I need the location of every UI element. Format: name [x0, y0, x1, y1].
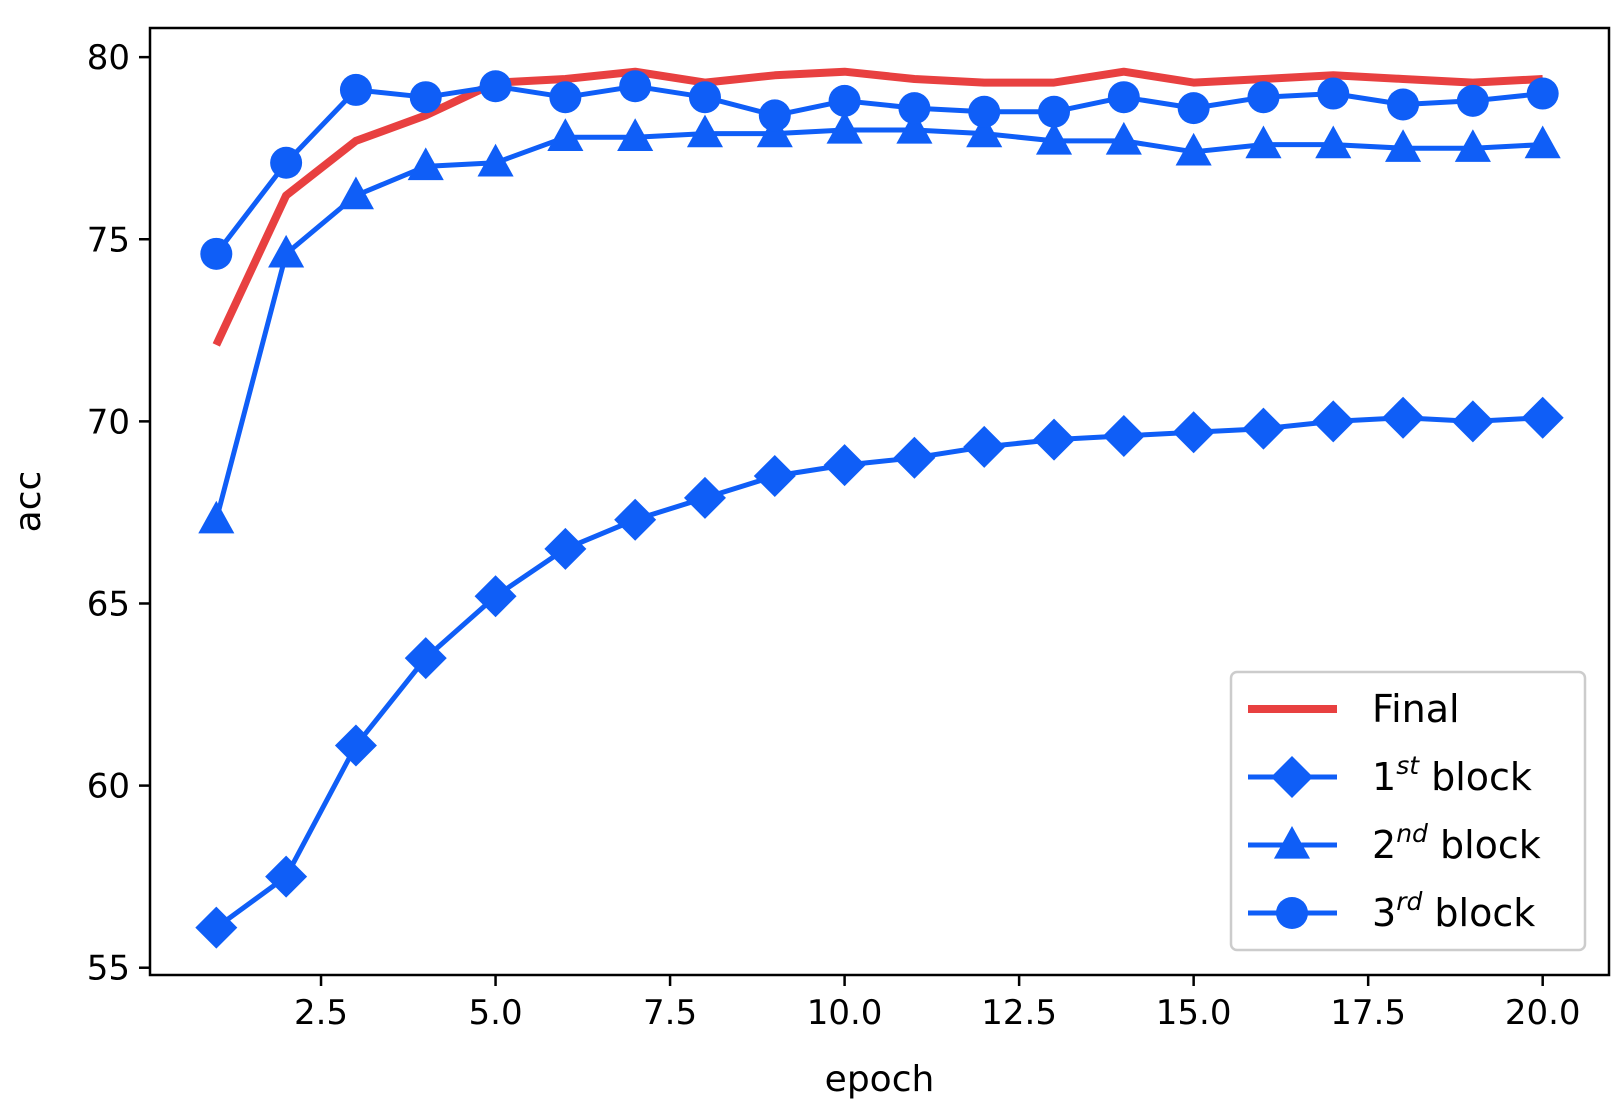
data-point [268, 234, 305, 268]
data-point [1035, 121, 1073, 155]
data-point [474, 575, 517, 618]
y-tick-label: 55 [87, 949, 130, 989]
legend-label: 3rd block [1372, 887, 1535, 935]
x-tick-label: 10.0 [807, 993, 883, 1033]
data-point [195, 906, 238, 949]
x-tick-label: 7.5 [643, 993, 697, 1033]
data-point [1247, 81, 1280, 114]
data-point [200, 237, 233, 270]
y-axis-label: acc [8, 471, 49, 533]
data-point [614, 498, 657, 541]
legend-label: 2nd block [1372, 819, 1541, 867]
y-tick-label: 75 [87, 220, 130, 260]
data-point [1107, 81, 1140, 114]
y-tick-label: 65 [87, 584, 130, 624]
series-3 [198, 110, 1561, 534]
legend-entry: 1st block [1248, 751, 1532, 799]
legend-marker [1273, 826, 1311, 859]
data-point [823, 444, 866, 487]
series-4 [200, 70, 1559, 270]
data-point [270, 146, 303, 179]
data-point [479, 70, 512, 103]
data-point [1315, 125, 1352, 159]
y-tick-label: 70 [87, 402, 130, 442]
legend-label: 1st block [1372, 751, 1532, 799]
data-point [1312, 400, 1355, 443]
data-point [617, 118, 654, 151]
data-point [619, 70, 652, 103]
series-layer [195, 67, 1564, 949]
data-point [1451, 400, 1494, 443]
data-point [198, 500, 235, 534]
data-point [1456, 84, 1489, 117]
x-tick-label: 5.0 [469, 993, 523, 1033]
data-point [753, 455, 796, 498]
x-tick-label: 17.5 [1330, 993, 1406, 1033]
data-point [404, 637, 447, 680]
data-point [898, 92, 931, 125]
legend-marker [1271, 756, 1313, 798]
data-point [1102, 414, 1145, 457]
data-point [409, 81, 442, 114]
data-point [1454, 129, 1491, 162]
x-tick-label: 20.0 [1505, 993, 1581, 1033]
data-point [334, 724, 377, 767]
legend-entry: 3rd block [1248, 887, 1535, 935]
data-point [688, 81, 721, 114]
data-point [686, 114, 724, 148]
data-point [1177, 92, 1210, 125]
series-1 [212, 67, 1543, 347]
data-point [477, 143, 514, 177]
data-point [1385, 129, 1422, 162]
x-tick-label: 15.0 [1156, 993, 1232, 1033]
data-point [339, 73, 372, 106]
data-point [1033, 418, 1076, 461]
y-tick-label: 80 [87, 38, 130, 78]
data-point [1172, 411, 1215, 454]
data-point [407, 147, 444, 181]
data-point [758, 99, 791, 132]
legend-marker [1276, 897, 1308, 929]
legend-entry: Final [1248, 687, 1460, 731]
legend-label: Final [1372, 687, 1460, 731]
data-point [1526, 77, 1559, 110]
data-point [896, 110, 933, 144]
data-point [1387, 88, 1420, 121]
legend: Final 1st block 2nd block 3rd block [1229, 670, 1587, 952]
legend-entry: 2nd block [1248, 819, 1541, 867]
data-point [1245, 125, 1282, 159]
data-point [966, 114, 1003, 148]
data-point [265, 855, 308, 898]
data-point [1382, 396, 1425, 439]
series-2 [195, 396, 1564, 949]
data-point [828, 84, 861, 117]
x-axis-label: epoch [825, 1059, 935, 1100]
data-point [544, 527, 587, 570]
data-point [1317, 77, 1350, 110]
data-point [963, 425, 1006, 468]
ticks-layer: 2.5 5.0 7.5 10.0 12.5 15.0 17.5 20.0 55 60 65 70 75 8… [87, 38, 1581, 1033]
series-line [212, 67, 1543, 347]
data-point [337, 176, 374, 210]
plot-frame [148, 26, 1611, 977]
data-point [1521, 396, 1564, 439]
data-point [893, 436, 936, 479]
data-point [1175, 132, 1212, 166]
data-point [1105, 121, 1142, 155]
x-tick-label: 12.5 [981, 993, 1057, 1033]
data-point [826, 110, 863, 144]
legend-box [1229, 670, 1587, 952]
data-point [1524, 125, 1561, 159]
data-point [1242, 407, 1285, 450]
series-line [213, 127, 1543, 521]
data-point [1038, 95, 1071, 128]
data-point [549, 81, 582, 114]
x-tick-label: 2.5 [294, 993, 348, 1033]
data-point [683, 476, 726, 519]
data-point [547, 118, 584, 151]
data-point [968, 95, 1001, 128]
y-tick-label: 60 [87, 767, 130, 807]
